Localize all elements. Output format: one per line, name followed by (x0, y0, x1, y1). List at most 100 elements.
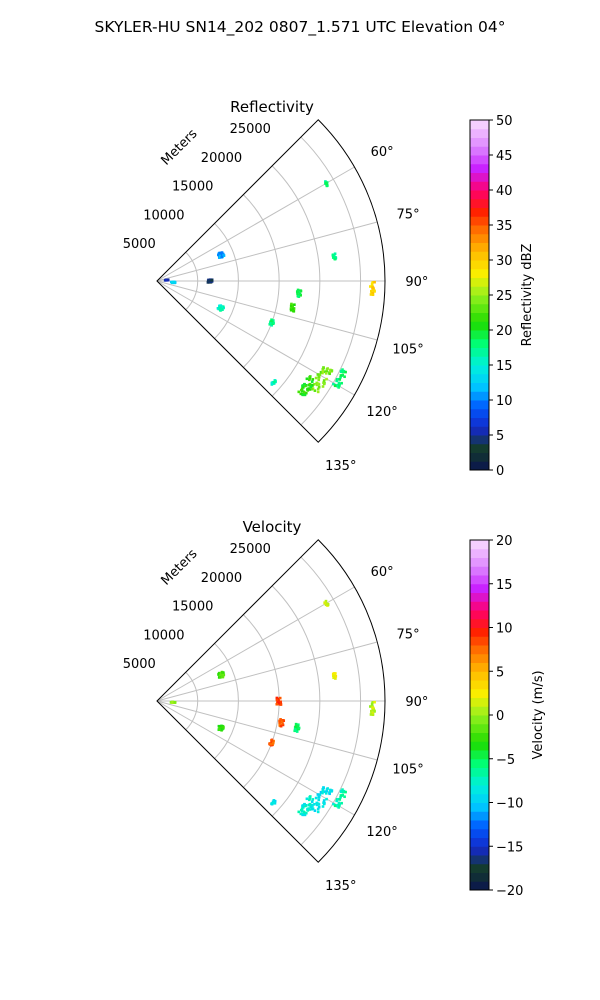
echo-gate (270, 323, 274, 327)
echo-gate (311, 384, 314, 387)
echo-cluster (323, 599, 330, 607)
echo-gate (219, 255, 222, 258)
echo-gate (297, 810, 301, 814)
azimuth-tick-label: 75° (397, 208, 420, 223)
echo-gate (270, 739, 273, 742)
echo-gate (370, 702, 374, 706)
echo-gate (218, 728, 221, 731)
colorbar-segment (470, 645, 489, 655)
echo-gate (339, 375, 342, 379)
echo-gate (207, 279, 211, 283)
colorbar-segment (470, 417, 489, 427)
echo-gate (218, 725, 222, 728)
echo-gate (296, 292, 299, 295)
echo-gate (269, 742, 273, 746)
echo-gate (299, 392, 303, 396)
echo-gate (294, 728, 297, 732)
echo-gate (297, 390, 301, 394)
colorbar-segment (470, 723, 489, 733)
echo-gate (294, 725, 298, 728)
echo-gate (325, 181, 328, 185)
echo-gate (304, 384, 307, 388)
echo-gate (335, 384, 339, 388)
echo-gate (316, 390, 320, 394)
colorbar-segment (470, 225, 489, 235)
echo-gate (337, 384, 341, 388)
echo-gate (316, 382, 320, 385)
range-tick-label: 5000 (123, 237, 156, 252)
colorbar-segment (470, 601, 489, 611)
colorbar-segment (470, 321, 489, 331)
echo-gate (330, 369, 334, 372)
colorbar-tick-label: −20 (496, 884, 523, 899)
velocity-panel: Velocity 5000 10000 15000 20000 25000 60° 75° 9… (123, 518, 546, 899)
echo-gate (301, 804, 305, 807)
colorbar-segment (470, 461, 489, 471)
echo-gate (341, 790, 345, 793)
echo-cluster (332, 368, 347, 389)
echo-gate (321, 371, 324, 375)
range-tick-label: 25000 (230, 122, 271, 137)
colorbar-segment (470, 732, 489, 742)
echo-gate (331, 253, 335, 257)
sector-outline (156, 119, 386, 443)
echo-gate (321, 367, 325, 371)
echo-gate (315, 801, 319, 805)
echo-gate (313, 382, 316, 386)
echo-gate (316, 373, 320, 376)
echo-gate (321, 805, 325, 808)
echo-gate (322, 382, 326, 386)
colorbar-segment (470, 391, 489, 401)
azimuth-gridline (156, 700, 378, 761)
colorbar-segment (470, 242, 489, 252)
echo-gate (322, 802, 326, 806)
echo-gate (321, 385, 325, 388)
colorbar-tick-label: −15 (496, 840, 523, 855)
colorbar-segment (470, 251, 489, 261)
colorbar-segment (470, 295, 489, 305)
echo-gate (316, 387, 320, 391)
echo-gate (321, 790, 325, 793)
echo-gate (334, 677, 337, 680)
echo-gate (308, 378, 311, 382)
echo-cluster (216, 304, 225, 312)
colorbar-tick-label: 35 (496, 219, 513, 234)
colorbar-segment (470, 338, 489, 348)
echo-gate (308, 375, 312, 378)
echo-gate (303, 382, 306, 386)
echo-gate (371, 700, 375, 704)
echo-cluster (163, 278, 170, 282)
colorbar-segment (470, 330, 489, 340)
echo-gate (309, 805, 313, 809)
colorbar-segment (470, 163, 489, 173)
echo-cluster (297, 795, 315, 817)
colorbar-segment (470, 610, 489, 620)
echo-gate (278, 721, 281, 725)
echo-gate (271, 741, 275, 745)
echo-gate (313, 802, 316, 806)
echo-gate (222, 306, 225, 310)
colorbar-tick-label: 15 (496, 578, 513, 593)
velocity-title: Velocity (243, 518, 302, 536)
range-tick-label: 15000 (172, 180, 213, 195)
echo-gate (303, 391, 306, 395)
echo-gate (300, 388, 303, 392)
echo-gate (329, 368, 332, 372)
echo-gate (296, 288, 300, 292)
echo-gate (369, 293, 373, 296)
echo-gate (308, 377, 312, 380)
echo-gate (332, 382, 335, 386)
echo-gate (272, 739, 275, 743)
colorbar-segment (470, 260, 489, 270)
echo-gate (344, 370, 347, 374)
echo-gate (292, 309, 296, 313)
echo-gate (279, 703, 283, 706)
echo-gate (337, 381, 341, 385)
echo-gate (337, 804, 341, 808)
echo-gate (220, 305, 223, 309)
echo-gate (340, 801, 343, 805)
echo-gate (220, 724, 223, 728)
echo-gate (301, 393, 305, 397)
colorbar-segment (470, 592, 489, 602)
